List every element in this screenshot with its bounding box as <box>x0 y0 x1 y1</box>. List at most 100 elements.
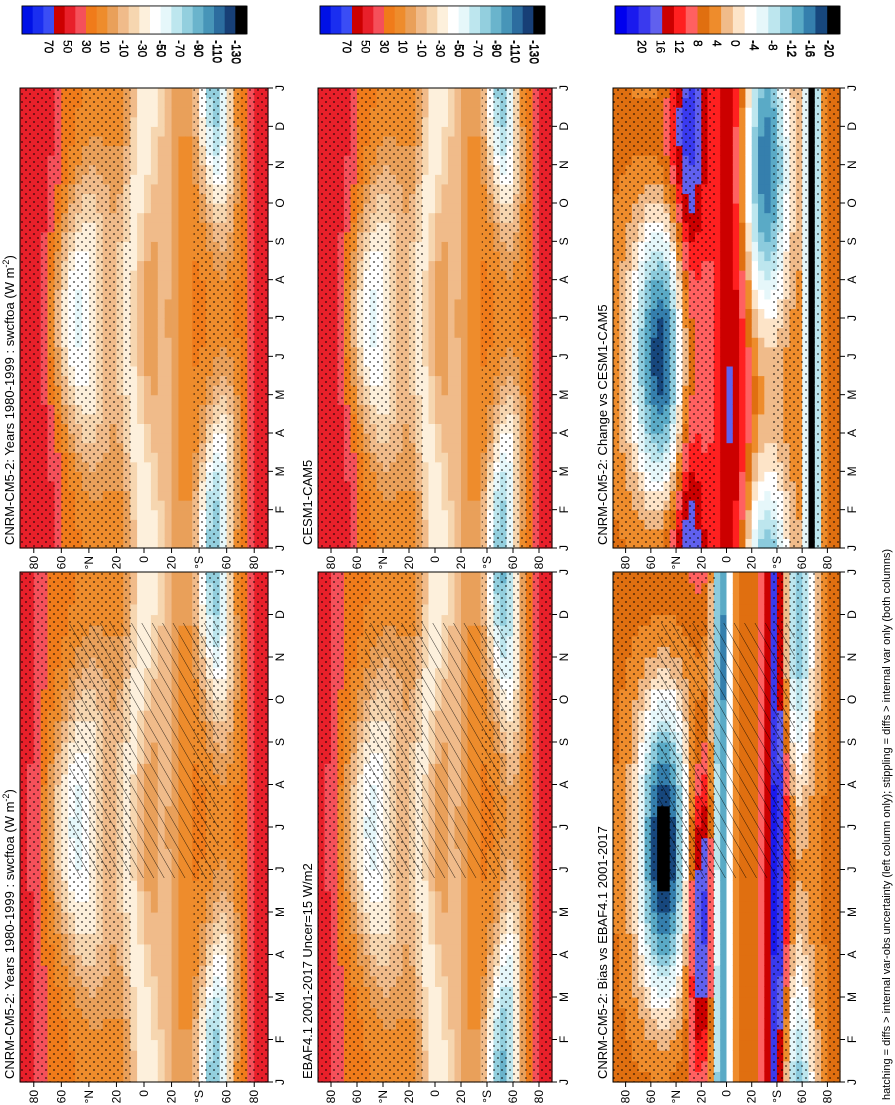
heatmap-cell <box>144 308 152 319</box>
heatmap-cell <box>130 954 138 966</box>
lat-label: 0 <box>137 556 151 563</box>
heatmap-cell <box>137 480 145 492</box>
heatmap-cell <box>157 279 166 290</box>
colorbar-swatch <box>54 6 66 34</box>
heatmap-cell <box>164 471 173 482</box>
heatmap-cell <box>185 582 193 594</box>
heatmap-cell <box>185 480 193 492</box>
heatmap-cell <box>157 519 166 530</box>
heatmap-cell <box>130 356 138 367</box>
heatmap-cell <box>144 126 152 137</box>
heatmap-cell <box>474 1018 482 1030</box>
heatmap-cell <box>185 943 193 956</box>
heatmap-cell <box>157 901 166 913</box>
heatmap-cell <box>178 298 186 310</box>
heatmap-cell <box>435 1018 443 1030</box>
heatmap-cell <box>171 442 180 453</box>
heatmap-cell <box>441 1039 449 1051</box>
heatmap-cell <box>137 528 145 540</box>
heatmap-cell <box>144 193 152 204</box>
heatmap-cell <box>137 356 145 367</box>
heatmap-cell <box>144 442 152 453</box>
heatmap-cell <box>137 270 145 281</box>
heatmap-cell <box>454 572 462 584</box>
heatmap-cell <box>422 1018 430 1030</box>
heatmap-cell <box>178 375 186 386</box>
lat-label: 80 <box>247 556 261 570</box>
heatmap-cell <box>448 1007 456 1019</box>
heatmap-cell <box>144 490 152 501</box>
heatmap-cell <box>171 337 180 348</box>
heatmap-cell <box>137 1018 145 1030</box>
heatmap-cell <box>144 1039 152 1051</box>
heatmap-cell <box>164 145 173 156</box>
heatmap-cell <box>171 164 180 175</box>
heatmap-cell <box>144 385 152 396</box>
heatmap-cell <box>157 912 166 924</box>
heatmap-cell <box>164 404 173 415</box>
heatmap-cell <box>454 965 462 977</box>
heatmap-cell <box>454 582 462 594</box>
heatmap-cell <box>130 582 138 594</box>
heatmap-cell <box>157 174 166 185</box>
heatmap-cell <box>150 145 159 156</box>
colorbar: 70 50 30 10 -10 -30 -50 -70 -90 -110 -130 <box>21 5 247 64</box>
heatmap-cell <box>441 603 449 616</box>
heatmap-cell <box>474 1028 482 1041</box>
heatmap-cell <box>130 107 138 118</box>
colorbar-swatch <box>139 6 151 34</box>
heatmap-cell <box>164 997 173 1009</box>
stippling-overlay <box>20 88 132 548</box>
heatmap-cell <box>467 1071 475 1083</box>
heatmap-cell <box>157 308 166 319</box>
heatmap-cell <box>150 538 159 549</box>
heatmap-cell <box>164 1039 173 1051</box>
heatmap-cell <box>185 212 193 223</box>
heatmap-cell <box>461 880 469 892</box>
heatmap-cell <box>157 1039 166 1051</box>
heatmap-cell <box>454 1018 462 1030</box>
colorbar-label: -110 <box>210 40 224 63</box>
heatmap-cell <box>157 538 166 549</box>
heatmap-cell <box>144 222 152 233</box>
heatmap-cell <box>137 461 145 472</box>
heatmap-cell <box>150 270 159 281</box>
heatmap-cell <box>178 193 186 204</box>
heatmap-cell <box>150 603 159 616</box>
heatmap-cell <box>137 943 145 956</box>
heatmap-cell <box>150 250 159 262</box>
heatmap-cell <box>474 582 482 594</box>
heatmap-cell <box>185 933 193 945</box>
heatmap-cell <box>171 107 180 118</box>
heatmap-cell <box>164 270 173 281</box>
heatmap-cell <box>144 519 152 530</box>
heatmap-cell <box>130 519 138 530</box>
heatmap-cell <box>448 1060 456 1072</box>
heatmap-cell <box>130 461 138 472</box>
heatmap-cell <box>435 912 443 924</box>
heatmap-cell <box>164 500 173 511</box>
heatmap-cell <box>164 912 173 924</box>
heatmap-cell <box>137 289 145 300</box>
month-label: J <box>273 545 287 551</box>
heatmap-cell <box>454 1071 462 1083</box>
heatmap-cell <box>474 933 482 945</box>
heatmap-cell <box>157 500 166 511</box>
heatmap-cell <box>150 975 159 987</box>
heatmap-cell <box>171 997 180 1009</box>
heatmap-cell <box>150 572 159 584</box>
heatmap-cell <box>144 212 152 223</box>
heatmap-cell <box>467 1060 475 1072</box>
heatmap-cell <box>422 890 430 902</box>
heatmap-cell <box>185 922 193 934</box>
heatmap-cell <box>144 375 152 386</box>
heatmap-cell <box>150 212 159 223</box>
heatmap-cell <box>171 582 180 594</box>
heatmap-cell <box>185 1060 193 1072</box>
heatmap-cell <box>178 954 186 966</box>
heatmap-cell <box>171 250 180 262</box>
heatmap-cell <box>164 538 173 549</box>
heatmap-cell <box>164 480 173 492</box>
heatmap-cell <box>461 943 469 956</box>
heatmap-cell <box>185 308 193 319</box>
